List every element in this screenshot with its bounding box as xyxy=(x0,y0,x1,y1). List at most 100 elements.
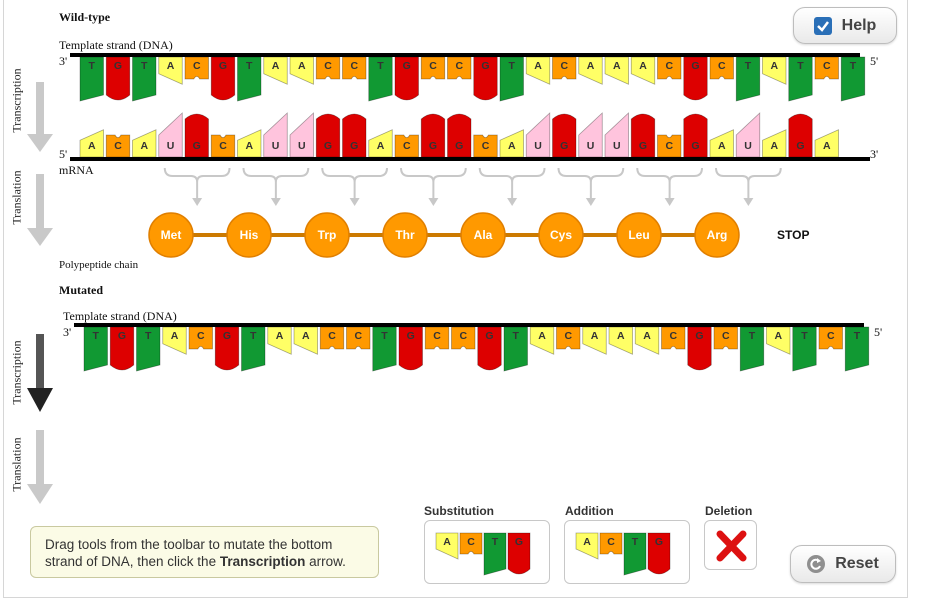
reset-label: Reset xyxy=(835,555,879,572)
mutated-dna-base[interactable]: T xyxy=(241,326,266,372)
substitution-tool-base[interactable]: G xyxy=(507,532,531,575)
mutated-dna-base[interactable]: C xyxy=(346,326,371,350)
wild-dna-base: C xyxy=(709,56,734,80)
mutated-dna-base[interactable]: C xyxy=(713,326,738,350)
mutated-dna-base[interactable]: T xyxy=(136,326,161,372)
mutated-dna-base[interactable]: T xyxy=(739,326,765,372)
addition-tool-base-letter: A xyxy=(583,536,591,548)
wild-type-title: Wild-type xyxy=(59,10,111,24)
wild-dna-base: A xyxy=(630,56,656,85)
mutated-dna-base[interactable]: C xyxy=(319,326,345,350)
mutated-dna-base-letter: T xyxy=(749,330,756,342)
mutated-dna-base[interactable]: G xyxy=(214,326,240,371)
wild-dna-base: A xyxy=(604,56,629,85)
polypeptide-label: Polypeptide chain xyxy=(59,259,139,271)
amino-acid: Thr xyxy=(382,212,428,258)
delete-x-icon xyxy=(716,530,747,562)
amino-acid: Ala xyxy=(460,212,506,258)
addition-tool-base[interactable]: A xyxy=(575,532,599,560)
mrna-base: C xyxy=(210,134,236,158)
mrna-base-letter: G xyxy=(560,140,568,152)
wild-dna-base-letter: G xyxy=(691,60,699,72)
help-button[interactable]: Help xyxy=(793,7,897,44)
addition-tool-base[interactable]: T xyxy=(623,532,647,576)
mutated-dna-base[interactable]: G xyxy=(687,326,712,371)
help-checkbox-icon[interactable] xyxy=(813,16,832,35)
mutated-dna-base[interactable]: T xyxy=(792,326,817,372)
substitution-tool-base[interactable]: T xyxy=(483,532,507,576)
substitution-tool-base[interactable]: A xyxy=(435,532,459,560)
mutated-dna-base[interactable]: G xyxy=(109,326,135,371)
transcription-arrow-mutated-icon[interactable] xyxy=(27,334,53,412)
mutated-dna-base[interactable]: T xyxy=(372,326,397,372)
substitution-tool-base-letter: T xyxy=(492,536,499,548)
substitution-tool-base[interactable]: C xyxy=(459,532,483,555)
mutated-dna-base[interactable]: A xyxy=(766,326,791,355)
mutated-dna-base-letter: T xyxy=(93,330,100,342)
amino-acid-label: Arg xyxy=(707,228,728,242)
instruction-box: Drag tools from the toolbar to mutate th… xyxy=(30,526,379,578)
mutated-dna-base[interactable]: A xyxy=(634,326,660,355)
mutated-dna-base-letter: C xyxy=(197,330,205,342)
mutated-dna-base-letter: A xyxy=(538,330,546,342)
deletion-tool[interactable] xyxy=(704,520,757,570)
codon-brackets xyxy=(163,167,782,206)
mutated-dna-base[interactable]: T xyxy=(83,326,108,372)
mrna-base: G xyxy=(184,113,209,158)
codon-bracket xyxy=(636,167,703,206)
wild-dna-base-letter: A xyxy=(639,60,647,72)
mrna-base-letter: C xyxy=(219,140,227,152)
mutated-dna-base[interactable]: C xyxy=(661,326,686,350)
mutated-dna-base[interactable]: C xyxy=(556,326,581,350)
wild-dna-base-letter: C xyxy=(718,60,726,72)
wild-dna-base: T xyxy=(840,56,866,102)
wild-dna-base: G xyxy=(105,56,131,101)
mutated-dna-base[interactable]: A xyxy=(293,326,318,355)
mrna-base: G xyxy=(630,113,656,158)
wild-dna-base: G xyxy=(683,56,708,101)
mutated-dna-base[interactable]: C xyxy=(451,326,476,350)
mutated-dna-base[interactable]: C xyxy=(818,326,843,350)
wild-dna-base: A xyxy=(263,56,288,85)
mrna-base: U xyxy=(735,112,761,158)
wild-dna-base: A xyxy=(525,56,551,85)
mutated-dna-base[interactable]: G xyxy=(398,326,423,371)
wild-dna-base-letter: C xyxy=(350,60,358,72)
addition-tool-base[interactable]: G xyxy=(647,532,671,575)
mrna-base-letter: G xyxy=(429,140,437,152)
mutated-dna-base-letter: A xyxy=(643,330,651,342)
mutated-dna-base[interactable]: G xyxy=(477,326,502,371)
mutated-dna-base-letter: C xyxy=(722,330,730,342)
mrna-base: G xyxy=(788,113,813,158)
transcription-side-label: Transcription xyxy=(9,68,24,133)
mutated-dna-prime-right: 5' xyxy=(874,325,883,339)
mutated-dna-base[interactable]: A xyxy=(529,326,555,355)
mutated-dna-base[interactable]: T xyxy=(844,326,870,372)
reset-button[interactable]: Reset xyxy=(790,545,896,583)
mutated-dna-base[interactable]: C xyxy=(424,326,450,350)
amino-acid-label: Ala xyxy=(474,228,493,242)
amino-acid: Cys xyxy=(538,212,584,258)
mutated-dna-base[interactable]: A xyxy=(582,326,607,355)
wild-dna-base-letter: T xyxy=(377,60,384,72)
mutated-dna-base[interactable]: C xyxy=(188,326,213,350)
main-panel xyxy=(3,0,908,598)
mrna-base: C xyxy=(394,134,419,158)
codon-bracket xyxy=(478,167,546,206)
mrna-base: C xyxy=(473,134,498,158)
mutated-dna-base[interactable]: T xyxy=(503,326,528,372)
mutated-dna-base[interactable]: A xyxy=(162,326,187,355)
mrna-base-letter: A xyxy=(88,140,96,152)
mrna-base-letter: U xyxy=(613,140,621,152)
mutated-dna-base[interactable]: A xyxy=(267,326,292,355)
mrna-base-letter: A xyxy=(140,140,148,152)
addition-tool-base[interactable]: C xyxy=(599,532,623,555)
mutated-dna-prime-left: 3' xyxy=(63,325,72,339)
mrna-base-letter: U xyxy=(167,140,175,152)
mutated-dna-base[interactable]: A xyxy=(608,326,633,355)
arrow-layer xyxy=(27,82,53,504)
